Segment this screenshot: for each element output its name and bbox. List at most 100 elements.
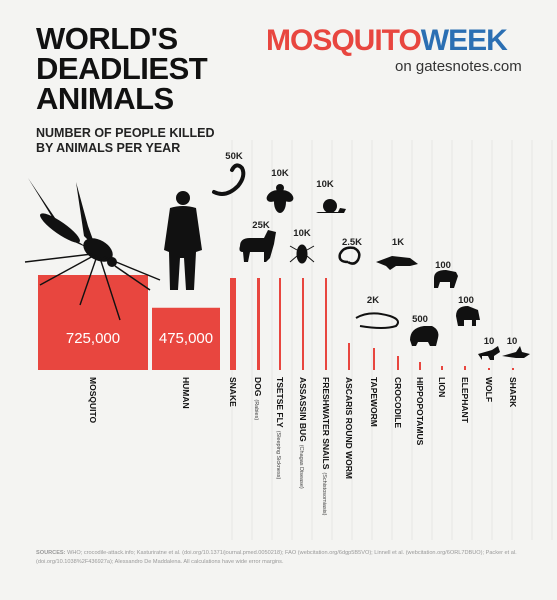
value-label: 10 bbox=[507, 336, 518, 347]
category-label-group: TSETSE FLY(Sleeping Sickness) bbox=[275, 377, 285, 479]
bar-freshwater-snails bbox=[325, 278, 327, 370]
bar-lion bbox=[441, 366, 443, 370]
tapeworm-icon bbox=[355, 312, 399, 329]
bar-snake bbox=[230, 278, 236, 370]
category-note: (Sleeping Sickness) bbox=[275, 431, 281, 480]
tsetse-fly-icon bbox=[266, 184, 294, 213]
bar-hippopotamus bbox=[419, 362, 421, 370]
bar-crocodile bbox=[397, 356, 399, 370]
fly-wing bbox=[278, 190, 294, 202]
brand-logo: MOSQUITOWEEK bbox=[266, 24, 508, 58]
wolf-icon bbox=[478, 346, 500, 360]
bug-leg bbox=[306, 255, 315, 263]
snake-icon bbox=[212, 163, 246, 196]
title-line-1: WORLD'S bbox=[36, 21, 178, 56]
subtitle-line-1: NUMBER OF PEOPLE KILLED bbox=[36, 126, 215, 140]
category-label-group: CROCODILE bbox=[393, 377, 403, 428]
value-label: 725,000 bbox=[66, 330, 120, 347]
dog-icon bbox=[239, 230, 276, 262]
sources-body: WHO; crocodile-attack.info; Kasturiratne… bbox=[36, 550, 517, 565]
value-label: 10 bbox=[484, 336, 495, 347]
category-label-group: HUMAN bbox=[181, 377, 191, 409]
roundworm-body bbox=[338, 246, 361, 265]
category-label-group: MOSQUITO bbox=[88, 377, 98, 424]
fly-head bbox=[276, 184, 284, 192]
bar-elephant bbox=[464, 366, 466, 370]
value-label: 2.5K bbox=[342, 237, 362, 248]
bar-shark bbox=[512, 368, 514, 370]
mosquito-thorax bbox=[83, 238, 113, 262]
bar-assassin-bug bbox=[302, 278, 304, 370]
assassin-bug-icon bbox=[289, 244, 315, 264]
crocodile-body bbox=[376, 256, 418, 270]
human-head bbox=[176, 191, 190, 205]
mosquito-wing bbox=[28, 178, 88, 248]
category-label-group: DOG(Rabies) bbox=[253, 377, 263, 420]
value-label: 10K bbox=[271, 168, 289, 179]
category-label: LION bbox=[437, 377, 447, 397]
subtitle-line-2: BY ANIMALS PER YEAR bbox=[36, 141, 181, 155]
category-label-group: WOLF bbox=[484, 377, 494, 402]
category-label-group: SHARK bbox=[508, 377, 518, 408]
category-label-group: LION bbox=[437, 377, 447, 397]
category-label: HIPPOPOTAMUS bbox=[415, 377, 425, 446]
snail-foot bbox=[316, 208, 346, 213]
category-label: CROCODILE bbox=[393, 377, 403, 428]
page-subtitle: NUMBER OF PEOPLE KILLED BY ANIMALS PER Y… bbox=[36, 126, 276, 156]
snail-icon bbox=[316, 199, 346, 213]
roundworm-icon bbox=[338, 246, 361, 265]
value-label: 50K bbox=[225, 151, 243, 162]
snake-body bbox=[212, 163, 246, 196]
mosquito-leg bbox=[24, 253, 93, 263]
bar-mosquito bbox=[38, 275, 148, 370]
mosquito-icon bbox=[24, 178, 161, 321]
title-line-2: DEADLIEST bbox=[36, 51, 208, 86]
value-label: 500 bbox=[412, 314, 428, 325]
category-label-group: ASCARIS ROUND WORM bbox=[344, 377, 354, 479]
wolf-body bbox=[478, 346, 500, 360]
value-label: 475,000 bbox=[159, 330, 213, 347]
shark-body bbox=[502, 346, 530, 358]
shark-icon bbox=[502, 346, 530, 358]
category-label-group: FRESHWATER SNAILS(Schistosomiasis) bbox=[321, 377, 331, 516]
human-body bbox=[164, 206, 202, 290]
category-label: TAPEWORM bbox=[369, 377, 379, 427]
mosquito-leg bbox=[39, 254, 96, 286]
category-label: TSETSE FLY(Sleeping Sickness) bbox=[275, 377, 285, 479]
mosquito-leg bbox=[103, 256, 161, 281]
bug-body bbox=[296, 244, 308, 264]
bug-leg bbox=[289, 255, 298, 263]
value-label: 2K bbox=[367, 295, 379, 306]
bar-dog bbox=[257, 278, 260, 370]
bar-human bbox=[152, 307, 220, 370]
brand-subtitle: on gatesnotes.com bbox=[395, 58, 522, 75]
title-line-3: ANIMALS bbox=[36, 81, 174, 116]
value-label: 100 bbox=[458, 295, 474, 306]
elephant-body bbox=[456, 306, 480, 326]
sources-label: SOURCES: bbox=[36, 550, 66, 556]
bug-leg bbox=[306, 245, 315, 251]
category-label-group: ELEPHANT bbox=[460, 377, 470, 424]
human-icon bbox=[164, 191, 202, 290]
category-label-group: SNAKE bbox=[228, 377, 238, 407]
category-note: (Chagas Disease) bbox=[298, 445, 304, 489]
snail-shell bbox=[323, 199, 337, 213]
bar-tapeworm bbox=[373, 348, 375, 370]
mosquito-leg bbox=[79, 255, 98, 306]
mosquito-wing bbox=[76, 182, 96, 248]
category-label: SHARK bbox=[508, 377, 518, 408]
category-label: ASCARIS ROUND WORM bbox=[344, 377, 354, 479]
category-label-group: HIPPOPOTAMUS bbox=[415, 377, 425, 446]
hippo-body bbox=[410, 326, 439, 346]
category-label: ELEPHANT bbox=[460, 377, 470, 424]
category-note: (Rabies) bbox=[253, 399, 259, 420]
value-label: 25K bbox=[252, 220, 270, 231]
bug-leg bbox=[289, 245, 298, 251]
mosquito-abdomen bbox=[40, 213, 80, 243]
category-label-group: ASSASSIN BUG(Chagas Disease) bbox=[298, 377, 308, 489]
category-label: ASSASSIN BUG(Chagas Disease) bbox=[298, 377, 308, 489]
category-label-group: TAPEWORM bbox=[369, 377, 379, 427]
lion-body bbox=[434, 270, 458, 288]
category-label: MOSQUITO bbox=[88, 377, 98, 424]
